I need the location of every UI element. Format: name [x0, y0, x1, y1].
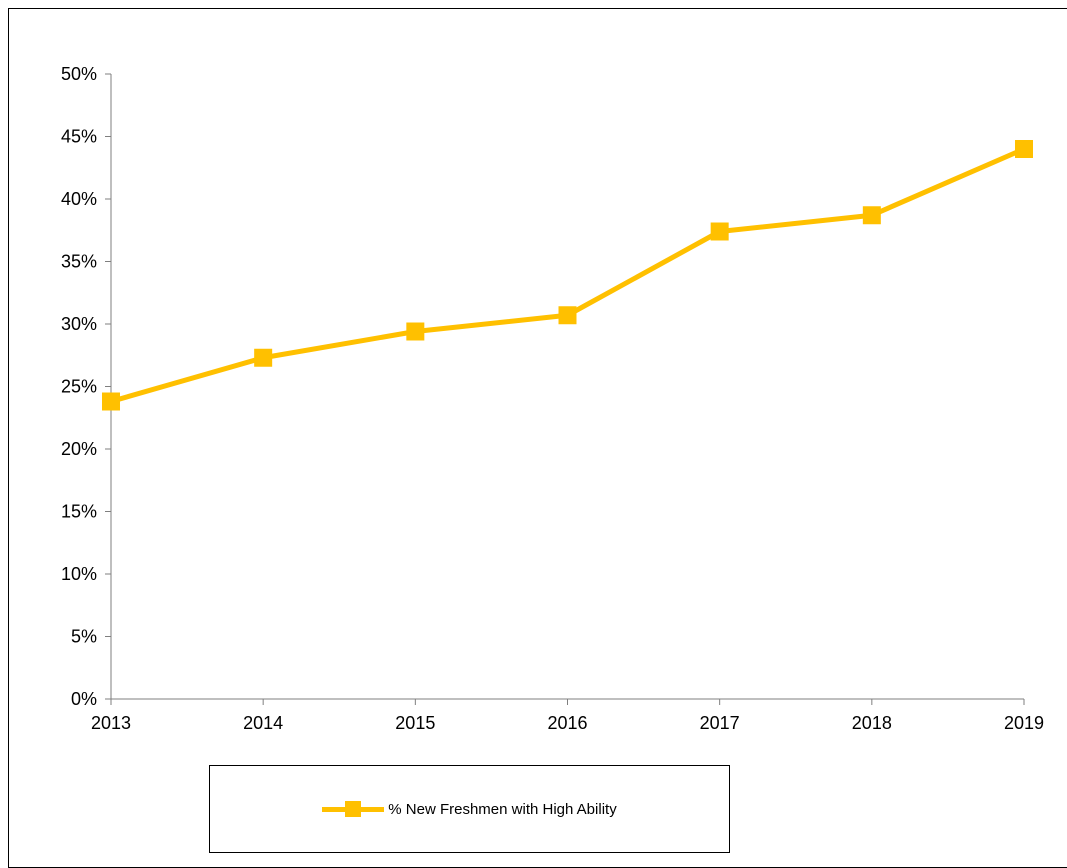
y-tick-label: 0%	[71, 689, 97, 709]
y-tick-label: 45%	[61, 127, 97, 147]
x-tick-label: 2018	[852, 713, 892, 733]
x-tick-label: 2019	[1004, 713, 1044, 733]
x-axis: 2013 2014 2015 2016 2017 2018 2019	[91, 698, 1044, 733]
data-point-marker	[710, 222, 729, 241]
series-line	[110, 146, 1025, 404]
data-point-marker	[862, 206, 881, 225]
y-axis: 0% 5% 10% 15% 20% 25% 30% 35% 40% 45% 50%	[61, 64, 112, 709]
legend-line-marker-swatch	[322, 799, 385, 819]
x-tick-label: 2015	[395, 713, 435, 733]
legend: % New Freshmen with High Ability	[209, 765, 730, 853]
y-tick-label: 40%	[61, 189, 97, 209]
y-tick-label: 30%	[61, 314, 97, 334]
y-tick-label: 50%	[61, 64, 97, 84]
y-tick-label: 25%	[61, 377, 97, 397]
x-tick-label: 2013	[91, 713, 131, 733]
y-tick-label: 20%	[61, 439, 97, 459]
legend-square-marker	[345, 801, 362, 817]
series-layer	[102, 140, 1033, 411]
x-tick-label: 2016	[547, 713, 587, 733]
data-point-marker	[558, 306, 577, 325]
y-tick-label: 5%	[71, 627, 97, 647]
chart-frame	[8, 8, 1067, 868]
legend-label: % New Freshmen with High Ability	[388, 800, 617, 818]
data-point-marker	[406, 322, 425, 341]
data-point-marker	[254, 348, 273, 367]
x-tick-label: 2014	[243, 713, 283, 733]
y-tick-label: 10%	[61, 564, 97, 584]
x-tick-label: 2017	[700, 713, 740, 733]
y-tick-label: 35%	[61, 252, 97, 272]
data-point-marker	[102, 392, 120, 411]
data-point-marker	[1015, 140, 1033, 158]
y-tick-label: 15%	[61, 502, 97, 522]
